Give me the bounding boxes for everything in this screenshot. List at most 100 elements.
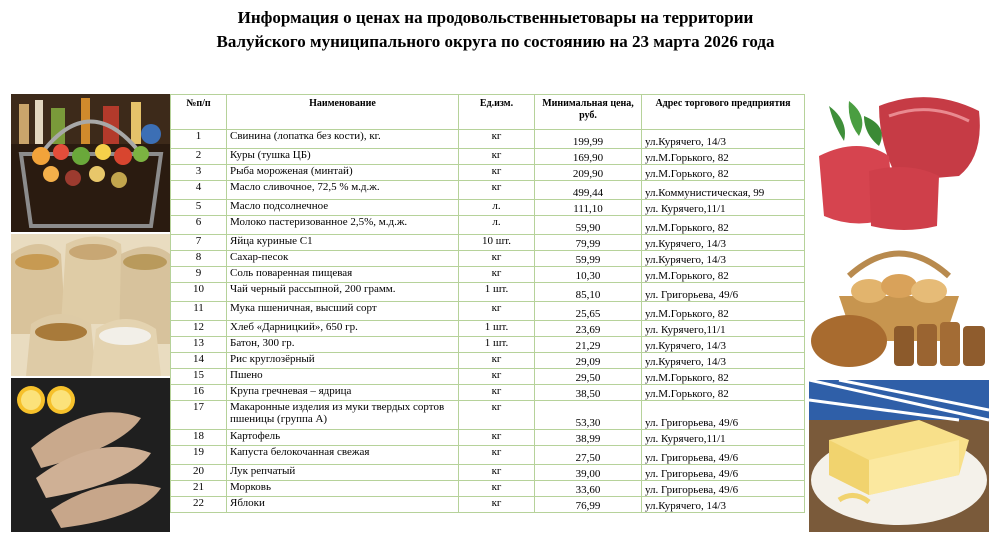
row-number-cell: 2 bbox=[170, 148, 227, 165]
table-body: 1 Свинина (лопатка без кости), кг. кг 199,9… bbox=[170, 129, 805, 513]
table-row: 21 Морковь кг 33,60 ул. Григорьева, 49/6 bbox=[170, 480, 805, 497]
title-line-2: Валуйского муниципального округа по сост… bbox=[216, 32, 775, 51]
table-row: 16 Крупа гречневая – ядрица кг 38,50 ул.М.Го… bbox=[170, 384, 805, 401]
product-name-cell: Молоко пастеризованное 2,5%, м.д.ж. bbox=[226, 215, 459, 235]
address-cell: ул. Григорьева, 49/6 bbox=[641, 480, 805, 497]
address-cell: ул. Григорьева, 49/6 bbox=[641, 464, 805, 481]
price-cell: 38,50 bbox=[534, 384, 642, 401]
row-number-cell: 17 bbox=[170, 400, 227, 430]
product-name-cell: Куры (тушка ЦБ) bbox=[226, 148, 459, 165]
address-cell: ул.М.Горького, 82 bbox=[641, 368, 805, 385]
col-header-price: Минимальная цена, руб. bbox=[534, 94, 642, 130]
row-number-cell: 20 bbox=[170, 464, 227, 481]
unit-cell: 10 шт. bbox=[458, 234, 535, 251]
price-cell: 499,44 bbox=[534, 180, 642, 200]
product-name-cell: Соль поваренная пищевая bbox=[226, 266, 459, 283]
unit-cell: кг bbox=[458, 266, 535, 283]
product-name-cell: Рис круглозёрный bbox=[226, 352, 459, 369]
row-number-cell: 12 bbox=[170, 320, 227, 337]
butter-photo bbox=[809, 380, 989, 532]
unit-cell: кг bbox=[458, 429, 535, 446]
product-name-cell: Чай черный рассыпной, 200 грамм. bbox=[226, 282, 459, 302]
unit-cell: кг bbox=[458, 301, 535, 321]
unit-cell: кг bbox=[458, 129, 535, 149]
product-name-cell: Мука пшеничная, высший сорт bbox=[226, 301, 459, 321]
price-cell: 25,65 bbox=[534, 301, 642, 321]
unit-cell: кг bbox=[458, 480, 535, 497]
row-number-cell: 15 bbox=[170, 368, 227, 385]
unit-cell: 1 шт. bbox=[458, 282, 535, 302]
product-name-cell: Яблоки bbox=[226, 496, 459, 513]
product-name-cell: Масло подсолнечное bbox=[226, 199, 459, 216]
table-row: 3 Рыба мороженая (минтай) кг 209,90 ул.М.Гор… bbox=[170, 164, 805, 181]
row-number-cell: 3 bbox=[170, 164, 227, 181]
grocery-basket-photo bbox=[11, 94, 170, 232]
product-name-cell: Масло сливочное, 72,5 % м.д.ж. bbox=[226, 180, 459, 200]
table-row: 13 Батон, 300 гр. 1 шт. 21,29 ул.Курячего, 1… bbox=[170, 336, 805, 353]
product-name-cell: Сахар-песок bbox=[226, 250, 459, 267]
row-number-cell: 6 bbox=[170, 215, 227, 235]
price-cell: 199,99 bbox=[534, 129, 642, 149]
price-cell: 53,30 bbox=[534, 400, 642, 430]
unit-cell: кг bbox=[458, 148, 535, 165]
product-name-cell: Яйца куриные С1 bbox=[226, 234, 459, 251]
row-number-cell: 19 bbox=[170, 445, 227, 465]
col-header-unit: Ед.изм. bbox=[458, 94, 535, 130]
price-cell: 79,99 bbox=[534, 234, 642, 251]
price-cell: 38,99 bbox=[534, 429, 642, 446]
price-cell: 21,29 bbox=[534, 336, 642, 353]
price-cell: 111,10 bbox=[534, 199, 642, 216]
address-cell: ул.М.Горького, 82 bbox=[641, 215, 805, 235]
table-row: 17 Макаронные изделия из муки твердых сор… bbox=[170, 400, 805, 430]
price-cell: 29,09 bbox=[534, 352, 642, 369]
product-name-cell: Свинина (лопатка без кости), кг. bbox=[226, 129, 459, 149]
address-cell: ул.Коммунистическая, 99 bbox=[641, 180, 805, 200]
table-row: 2 Куры (тушка ЦБ) кг 169,90 ул.М.Горького, 8… bbox=[170, 148, 805, 165]
address-cell: ул.Курячего, 14/3 bbox=[641, 496, 805, 513]
product-name-cell: Капуста белокочанная свежая bbox=[226, 445, 459, 465]
page-title: Информация о ценах на продовольственныет… bbox=[0, 6, 991, 54]
unit-cell: кг bbox=[458, 464, 535, 481]
table-row: 15 Пшено кг 29,50 ул.М.Горького, 82 bbox=[170, 368, 805, 385]
address-cell: ул. Григорьева, 49/6 bbox=[641, 445, 805, 465]
address-cell: ул.Курячего, 14/3 bbox=[641, 352, 805, 369]
table-row: 10 Чай черный рассыпной, 200 грамм. 1 шт. 8… bbox=[170, 282, 805, 302]
unit-cell: кг bbox=[458, 496, 535, 513]
table-row: 6 Молоко пастеризованное 2,5%, м.д.ж. л. 59… bbox=[170, 215, 805, 235]
table-row: 5 Масло подсолнечное л. 111,10 ул. Курячего,… bbox=[170, 199, 805, 216]
raw-meat-photo bbox=[809, 86, 989, 236]
address-cell: ул. Курячего,11/1 bbox=[641, 320, 805, 337]
col-header-number: №п/п bbox=[170, 94, 227, 130]
address-cell: ул.Курячего, 14/3 bbox=[641, 250, 805, 267]
unit-cell: кг bbox=[458, 352, 535, 369]
product-name-cell: Морковь bbox=[226, 480, 459, 497]
price-cell: 59,99 bbox=[534, 250, 642, 267]
price-cell: 27,50 bbox=[534, 445, 642, 465]
table-row: 12 Хлеб «Дарницкий», 650 гр. 1 шт. 23,69 ул.… bbox=[170, 320, 805, 337]
unit-cell: кг bbox=[458, 384, 535, 401]
price-cell: 29,50 bbox=[534, 368, 642, 385]
row-number-cell: 4 bbox=[170, 180, 227, 200]
price-cell: 33,60 bbox=[534, 480, 642, 497]
price-cell: 209,90 bbox=[534, 164, 642, 181]
row-number-cell: 7 bbox=[170, 234, 227, 251]
unit-cell: кг bbox=[458, 180, 535, 200]
product-name-cell: Лук репчатый bbox=[226, 464, 459, 481]
address-cell: ул. Курячего,11/1 bbox=[641, 429, 805, 446]
unit-cell: кг bbox=[458, 164, 535, 181]
table-row: 18 Картофель кг 38,99 ул. Курячего,11/1 bbox=[170, 429, 805, 446]
row-number-cell: 21 bbox=[170, 480, 227, 497]
price-cell: 23,69 bbox=[534, 320, 642, 337]
unit-cell: л. bbox=[458, 199, 535, 216]
row-number-cell: 9 bbox=[170, 266, 227, 283]
price-cell: 169,90 bbox=[534, 148, 642, 165]
row-number-cell: 11 bbox=[170, 301, 227, 321]
row-number-cell: 14 bbox=[170, 352, 227, 369]
row-number-cell: 5 bbox=[170, 199, 227, 216]
unit-cell: 1 шт. bbox=[458, 320, 535, 337]
address-cell: ул.М.Горького, 82 bbox=[641, 301, 805, 321]
address-cell: ул. Григорьева, 49/6 bbox=[641, 282, 805, 302]
table-row: 19 Капуста белокочанная свежая кг 27,50 ул. … bbox=[170, 445, 805, 465]
row-number-cell: 1 bbox=[170, 129, 227, 149]
unit-cell: л. bbox=[458, 215, 535, 235]
